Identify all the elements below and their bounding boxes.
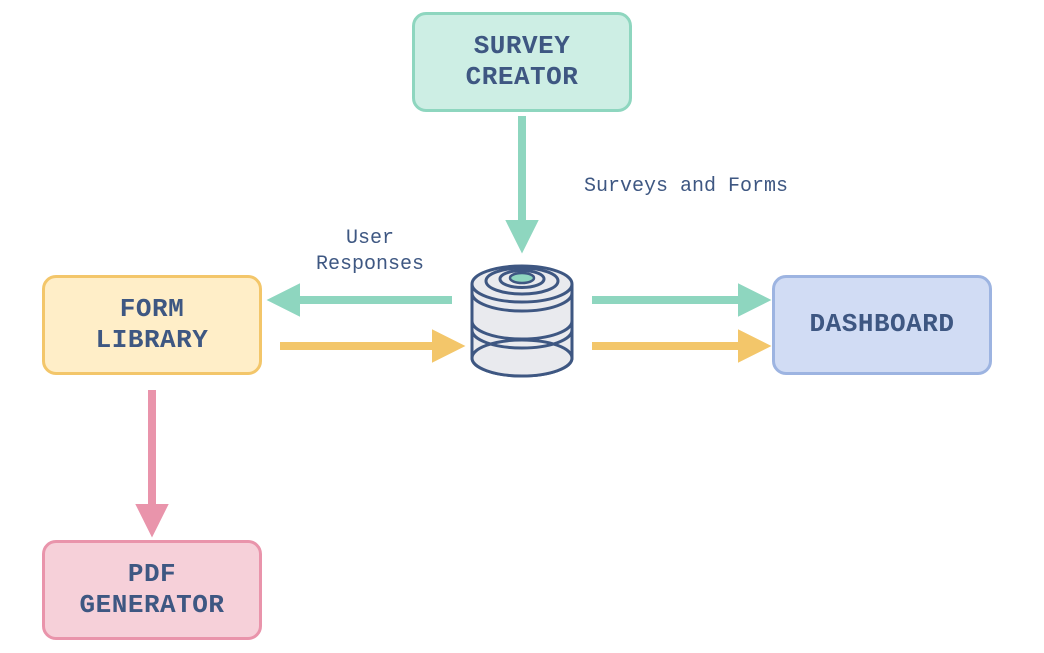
node-label: FORM LIBRARY [96,294,209,356]
node-dashboard: DASHBOARD [772,275,992,375]
node-form-library: FORM LIBRARY [42,275,262,375]
edge-label-surveys-forms: Surveys and Forms [556,148,816,200]
node-label: SURVEY CREATOR [466,31,579,93]
edge-label-user-responses: User Responses [300,200,440,278]
node-pdf-generator: PDF GENERATOR [42,540,262,640]
node-survey-creator: SURVEY CREATOR [412,12,632,112]
database-icon [462,256,582,386]
node-label: PDF GENERATOR [80,559,225,621]
node-label: DASHBOARD [810,309,955,340]
